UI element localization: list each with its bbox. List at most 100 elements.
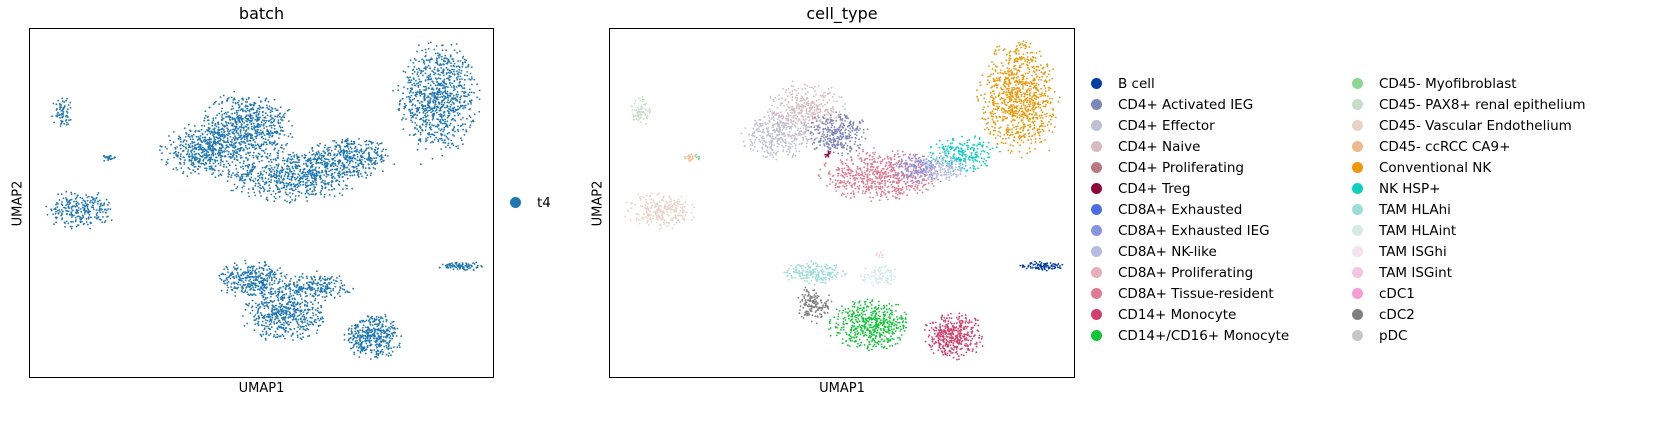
point <box>412 91 414 94</box>
point <box>384 315 387 318</box>
point <box>289 327 291 330</box>
point <box>241 146 243 149</box>
point <box>319 154 321 156</box>
point <box>302 163 305 165</box>
point <box>225 120 227 123</box>
point <box>433 68 436 71</box>
point <box>357 164 360 167</box>
point <box>165 163 168 166</box>
point <box>278 278 281 281</box>
point <box>288 188 291 191</box>
point <box>469 126 471 129</box>
point <box>401 97 404 100</box>
point <box>266 280 269 283</box>
point <box>403 102 406 105</box>
point <box>263 316 266 318</box>
point <box>179 155 182 158</box>
point <box>249 113 252 115</box>
point <box>346 187 348 190</box>
point <box>357 143 360 146</box>
point <box>314 291 317 294</box>
point <box>443 57 446 60</box>
cluster-t4 <box>45 190 113 230</box>
point <box>226 139 229 141</box>
point <box>314 297 317 300</box>
point <box>452 265 454 268</box>
point <box>245 119 248 122</box>
point <box>282 285 285 288</box>
point <box>305 317 308 319</box>
point <box>284 312 286 315</box>
point <box>96 217 98 220</box>
point <box>253 319 256 322</box>
point <box>425 148 427 150</box>
point <box>169 139 172 142</box>
point <box>368 328 370 331</box>
point <box>241 272 244 275</box>
point <box>446 116 449 119</box>
point <box>313 288 316 290</box>
point <box>213 147 216 150</box>
point <box>368 158 370 161</box>
point <box>211 143 214 146</box>
point <box>73 214 75 217</box>
point <box>260 123 263 126</box>
point <box>419 127 422 129</box>
point <box>297 185 300 187</box>
point <box>323 196 326 198</box>
point <box>191 149 194 151</box>
point <box>338 144 341 147</box>
point <box>326 161 329 164</box>
point <box>453 74 456 76</box>
point <box>74 192 76 195</box>
point <box>284 329 287 332</box>
point <box>389 335 392 337</box>
point <box>279 296 282 299</box>
point <box>390 347 392 350</box>
point <box>440 71 443 74</box>
point <box>65 119 68 121</box>
point <box>235 127 237 130</box>
point <box>408 92 411 94</box>
point <box>353 351 356 354</box>
point <box>230 174 233 177</box>
point <box>272 305 275 308</box>
point <box>275 295 278 297</box>
point <box>346 159 349 162</box>
point <box>288 298 291 301</box>
point <box>226 284 229 287</box>
point <box>406 96 408 98</box>
point <box>466 74 469 77</box>
point <box>410 100 413 103</box>
point <box>272 273 274 276</box>
point <box>346 154 349 157</box>
point <box>61 204 64 207</box>
point <box>226 137 229 139</box>
point <box>423 98 426 101</box>
point <box>208 130 211 133</box>
point <box>354 166 356 168</box>
point <box>320 157 323 159</box>
point <box>227 286 230 289</box>
point <box>66 97 68 100</box>
point <box>249 266 252 269</box>
point <box>289 132 292 135</box>
point <box>282 326 285 329</box>
point <box>439 137 441 140</box>
point <box>321 296 324 298</box>
point <box>238 105 241 108</box>
point <box>66 108 69 111</box>
point <box>274 192 277 195</box>
point <box>233 150 236 153</box>
point <box>299 328 301 330</box>
point <box>213 136 216 139</box>
point <box>443 128 445 131</box>
point <box>444 142 447 144</box>
point <box>269 140 271 143</box>
point <box>290 187 293 190</box>
point <box>65 99 67 102</box>
point <box>295 286 298 289</box>
point <box>456 78 459 81</box>
point <box>325 285 327 288</box>
point <box>354 147 356 149</box>
